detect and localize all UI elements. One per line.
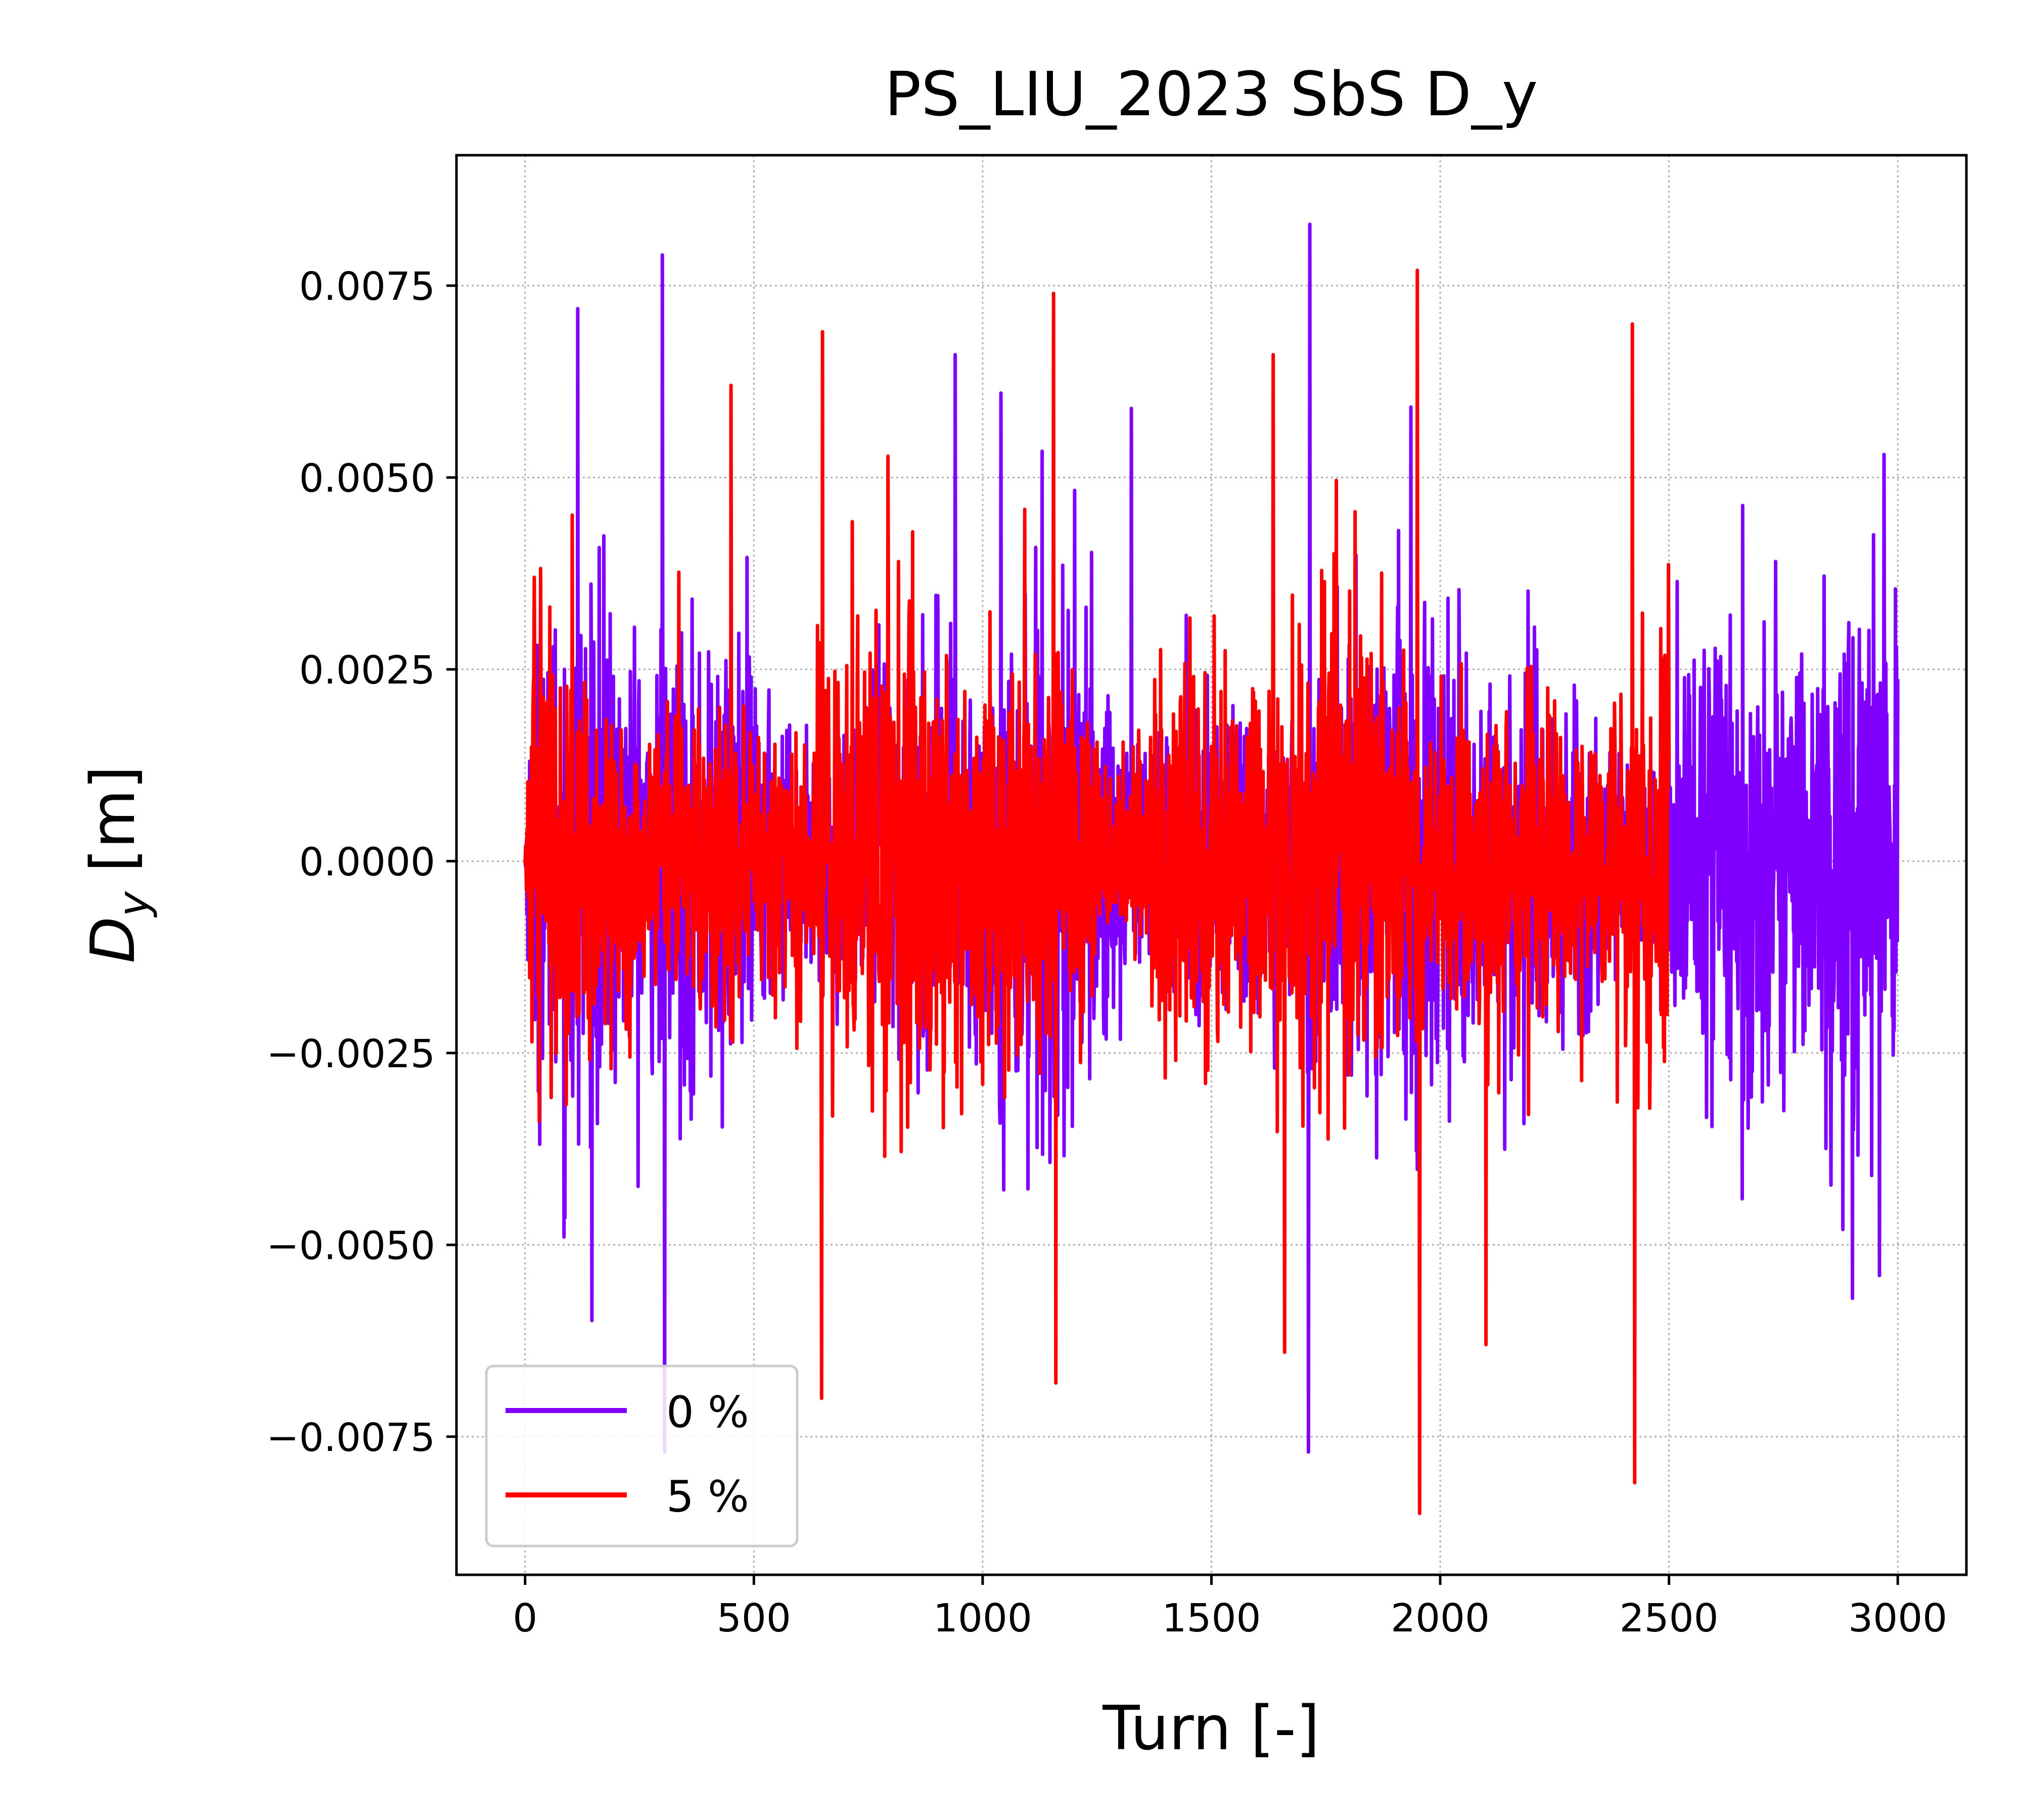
y-tick-label: −0.0025 [266, 1032, 435, 1077]
legend-label-1: 5 % [666, 1472, 749, 1522]
y-tick-label: 0.0050 [299, 456, 435, 501]
series-line-1 [523, 268, 1671, 1516]
x-tick-label: 0 [513, 1596, 537, 1641]
y-label-unit: [m] [78, 766, 149, 892]
x-axis-ticks: 0 500 1000 1500 2000 2500 3000 [513, 1575, 1947, 1641]
chart-title: PS_LIU_2023 SbS D_y [885, 60, 1538, 130]
legend-box [485, 1364, 799, 1548]
legend-label-0: 0 % [666, 1387, 749, 1438]
y-label-symbol: D [78, 917, 149, 963]
y-label-subscript: y [109, 891, 158, 918]
y-tick-label: −0.0050 [266, 1223, 435, 1268]
x-tick-label: 500 [717, 1596, 791, 1641]
x-tick-label: 3000 [1848, 1596, 1947, 1641]
y-tick-label: 0.0075 [299, 264, 435, 309]
legend: 0 % 5 % [485, 1364, 799, 1548]
y-tick-label: −0.0075 [266, 1416, 435, 1461]
x-tick-label: 1500 [1162, 1596, 1261, 1641]
x-tick-label: 2500 [1620, 1596, 1719, 1641]
y-tick-label: 0.0000 [299, 840, 435, 885]
series-group [523, 222, 1900, 1516]
y-axis-ticks: −0.0075 −0.0050 −0.0025 0.0000 0.0025 0.0050 0… [266, 264, 456, 1461]
y-tick-label: 0.0025 [299, 648, 435, 693]
y-axis-label: Dy [m] [78, 766, 158, 964]
x-axis-label: Turn [-] [1102, 1694, 1320, 1764]
x-tick-label: 1000 [933, 1596, 1032, 1641]
x-tick-label: 2000 [1391, 1596, 1490, 1641]
